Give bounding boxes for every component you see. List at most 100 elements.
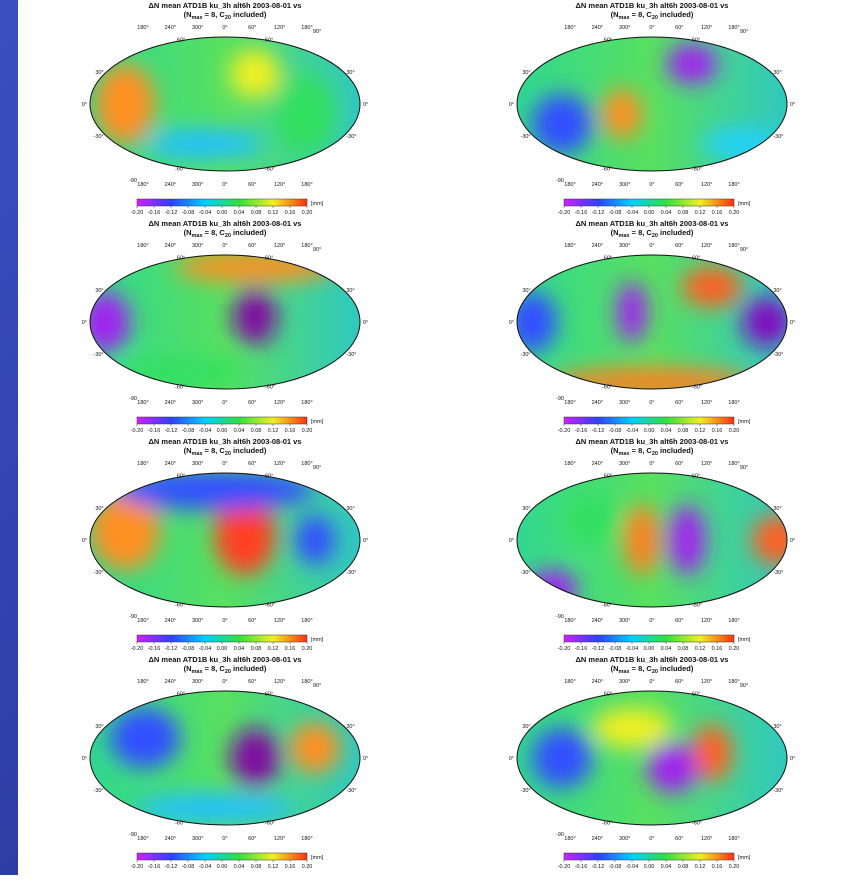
lon-label-top: 180° [137,461,148,467]
colorbar-tick-label: -0.04 [626,864,639,870]
colorbar-tick-label: 0.16 [285,864,296,870]
colorbar-unit: [mm] [738,201,751,207]
lon-label-bottom: 180° [301,400,312,406]
colorbar-tick-label: -0.12 [592,428,605,434]
colorbar-tick-label: 0.04 [661,428,672,434]
lon-label-top: 180° [137,679,148,685]
lon-label-bottom: 0° [222,182,227,188]
lon-label-bottom: 180° [564,400,575,406]
map-title: ΔN mean ATD1B ku_3h alt6h 2003-08-01 vs [149,1,302,10]
lon-label-top: 180° [564,243,575,249]
lon-label-bottom: 120° [701,618,712,624]
colorbar-tick-label: 0.04 [234,864,245,870]
lon-label-top: 240° [592,243,603,249]
colorbar-tick-label: 0.20 [729,428,740,434]
map-field [517,37,787,171]
anomaly [682,267,742,307]
colorbar [137,635,307,642]
lon-label-bottom: 240° [592,182,603,188]
subtitle-part: (N [611,228,619,237]
subtitle-part: (N [184,664,192,673]
map-field [90,37,360,171]
colorbar-unit: [mm] [738,855,751,861]
lon-label-top: 240° [165,461,176,467]
anomaly [233,289,277,345]
subtitle-part: = 8, C [630,228,653,237]
lat-label-left: -30° [93,788,103,794]
lat-label-right: -30° [773,352,783,358]
lon-label-top: 60° [675,243,683,249]
lat-label-left: 60° [604,474,612,480]
map-title: ΔN mean ATD1B ku_3h alt6h 2003-08-01 vs [149,655,302,664]
lon-label-top: 120° [701,679,712,685]
colorbar-unit: [mm] [738,419,751,425]
lon-label-top: 60° [675,25,683,31]
pole-label: -90 [556,178,564,184]
colorbar-unit: [mm] [311,201,324,207]
lat-label-left: 30° [95,70,103,76]
lat-label-left: -30° [520,788,530,794]
colorbar-tick-label: -0.08 [609,428,622,434]
pole-label: -90 [556,832,564,838]
lat-label-right: -60° [265,820,275,826]
lat-label-left: 60° [604,38,612,44]
lon-label-top: 240° [592,461,603,467]
lon-label-top: 240° [165,679,176,685]
colorbar-tick-label: 0.04 [661,646,672,652]
colorbar-unit: [mm] [311,637,324,643]
anomaly [290,723,340,773]
lon-label-bottom: 60° [675,182,683,188]
anomaly [562,495,622,545]
colorbar-tick-label: -0.04 [199,428,212,434]
colorbar [137,853,307,860]
lon-label-bottom: 300° [192,836,203,842]
colorbar-tick-label: -0.12 [592,864,605,870]
colorbar-tick-label: 0.20 [302,646,313,652]
colorbar-tick-label: 0.04 [661,210,672,216]
lat-label-left: -30° [520,134,530,140]
lat-label-left: -30° [520,570,530,576]
colorbar-tick-label: -0.16 [575,428,588,434]
lon-label-bottom: 180° [301,836,312,842]
pole-label: 90° [740,29,748,35]
colorbar-tick-label: 0.04 [661,864,672,870]
subtitle-part: (N [611,446,619,455]
colorbar-tick-label: -0.12 [165,864,178,870]
lon-label-top: 120° [274,461,285,467]
lon-label-top: 300° [619,679,630,685]
anomaly [295,515,335,565]
lon-label-top: 180° [564,461,575,467]
lon-label-bottom: 120° [701,182,712,188]
subtitle-part: (N [184,446,192,455]
colorbar-tick-label: 0.16 [712,428,723,434]
colorbar-tick-label: -0.04 [199,864,212,870]
anomaly [145,129,265,159]
lon-label-bottom: 120° [274,400,285,406]
colorbar-tick-label: 0.00 [217,646,228,652]
lat-label-right: 60° [692,256,700,262]
subtitle-part: (N [184,228,192,237]
colorbar-tick-label: 0.08 [251,646,262,652]
lon-label-bottom: 60° [248,400,256,406]
anomaly [617,282,647,342]
subtitle-part: = 8, C [203,10,226,19]
slide: ΔN mean ATD1B ku_3h alt6h 2003-08-01 vs(… [0,0,859,875]
colorbar-tick-label: 0.00 [217,428,228,434]
lon-label-bottom: 300° [192,400,203,406]
colorbar-tick-label: 0.16 [712,646,723,652]
subtitle-part: = 8, C [630,664,653,673]
colorbar-tick-label: 0.20 [302,210,313,216]
colorbar-tick-label: -0.04 [626,646,639,652]
colorbar-tick-label: 0.16 [712,210,723,216]
colorbar-tick-label: -0.04 [626,428,639,434]
lon-label-top: 180° [137,243,148,249]
lat-label-left: 60° [177,474,185,480]
lat-label-right: -60° [692,384,702,390]
lon-label-bottom: 300° [619,182,630,188]
lat-label-right: 0° [790,756,795,762]
lon-label-top: 0° [222,461,227,467]
lat-label-left: -60° [175,602,185,608]
lat-label-left: 30° [522,724,530,730]
lat-label-right: 30° [773,288,781,294]
lat-label-left: -60° [602,820,612,826]
